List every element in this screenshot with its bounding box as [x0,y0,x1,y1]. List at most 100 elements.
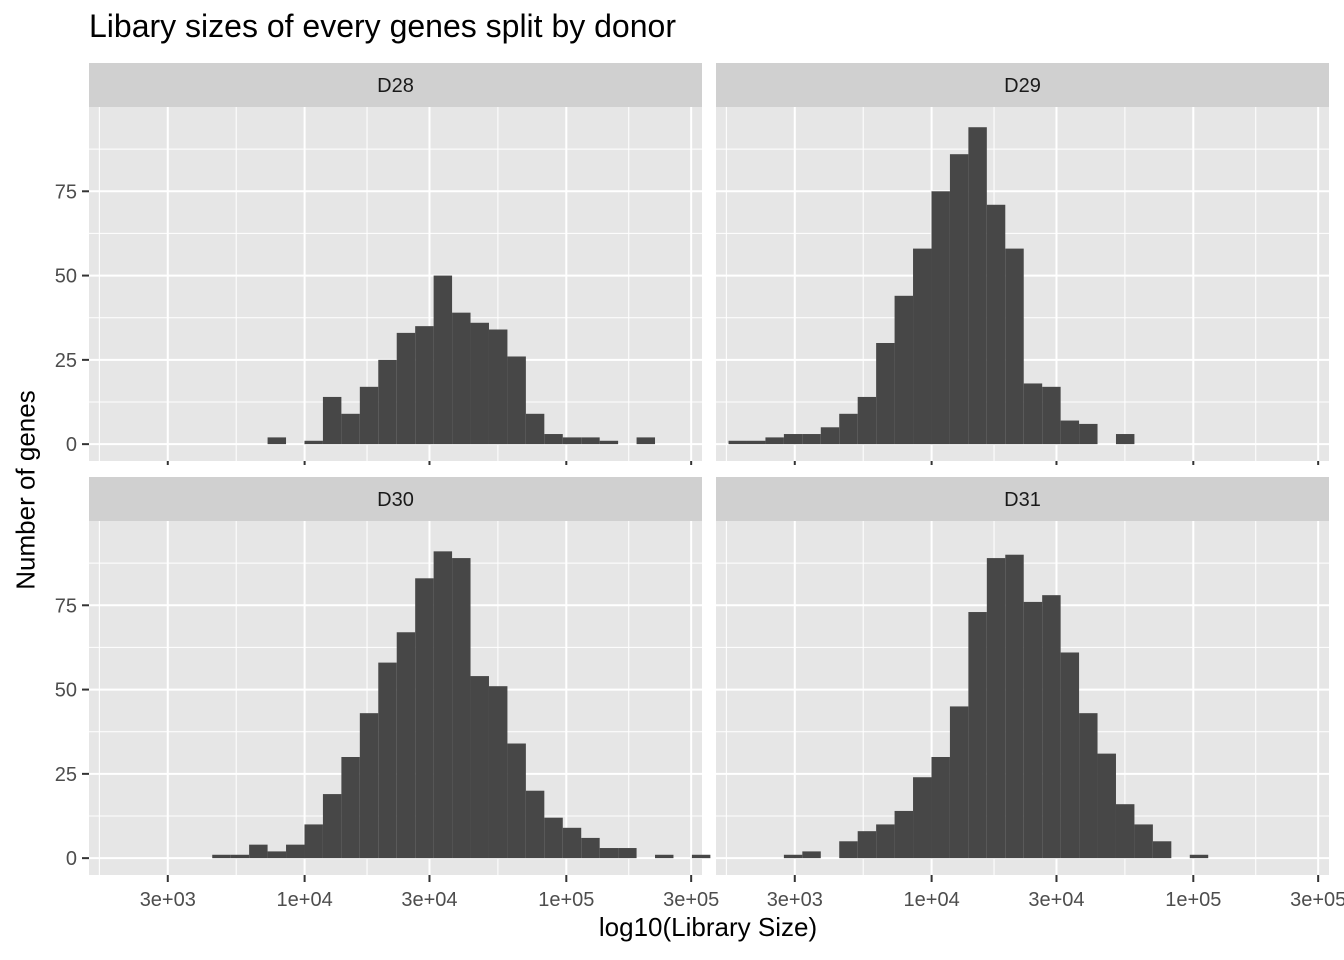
histogram-bar [581,837,600,859]
x-tick-label: 1e+05 [538,889,594,911]
histogram-bar [986,558,1006,859]
y-tick-label: 75 [55,181,77,203]
x-tick-label: 3e+04 [401,889,457,911]
histogram-bar [949,154,969,445]
histogram-bar [1023,383,1043,445]
histogram-bar [857,831,877,859]
histogram-bar [581,437,600,445]
x-tick-label: 1e+04 [904,889,960,911]
histogram-bar [433,275,453,445]
histogram-bar [1060,420,1080,445]
histogram-bar [857,396,877,445]
histogram-bar [452,312,471,445]
x-tick-label: 1e+04 [277,889,333,911]
histogram-bar [783,854,803,859]
x-tick-label: 3e+05 [1290,889,1344,911]
histogram-bar [1134,824,1153,859]
histogram-bar [562,437,582,445]
histogram-bar [341,413,360,445]
facet-strip-label: D29 [1004,75,1041,97]
histogram-bar [525,790,545,859]
histogram-bar [452,558,471,859]
histogram-bar [415,326,434,445]
y-axis-label: Number of genes [10,390,41,590]
histogram-bar [618,848,637,859]
y-tick-label: 50 [55,266,77,288]
histogram-bar [876,343,895,445]
histogram-bar [396,632,416,859]
facet-strip-label: D28 [377,75,414,97]
histogram-bar [470,676,489,859]
histogram-bar [1023,601,1043,859]
histogram-bar [931,191,950,445]
histogram-bar [359,713,379,859]
histogram-bar [802,434,821,445]
x-tick-label: 3e+04 [1028,889,1084,911]
histogram-bar [249,844,268,859]
histogram-bar [691,854,711,859]
facet-strip [716,477,1329,521]
histogram-bar [839,841,858,859]
facet-strip-label: D30 [377,489,414,511]
histogram-bar [1115,434,1135,445]
histogram-bar [802,851,821,859]
histogram-bar [525,413,545,445]
histogram-bar [820,427,840,445]
histogram-bar [304,440,323,445]
histogram-bar [655,854,674,859]
histogram-bar [1042,595,1061,859]
histogram-bar [378,662,397,859]
facet-strip [89,63,702,107]
histogram-bar [267,437,287,445]
histogram-bar [949,706,969,859]
histogram-bar [322,794,342,859]
histogram-bar [304,824,323,859]
histogram-bar [599,848,619,859]
histogram-bar [913,777,932,859]
y-tick-label: 0 [66,848,77,870]
chart-title: Libary sizes of every genes split by don… [89,8,676,44]
histogram-bar [636,437,656,445]
x-tick-label: 1e+05 [1165,889,1221,911]
histogram-bar [986,204,1006,445]
histogram-bar [913,248,932,445]
histogram-bar [378,359,397,445]
histogram-bar [783,434,803,445]
facet-strip [89,477,702,521]
histogram-bar [359,386,379,445]
histogram-bar [562,827,582,859]
y-tick-label: 0 [66,434,77,456]
y-tick-label: 25 [55,764,77,786]
histogram-bar [286,844,305,859]
x-axis-label: log10(Library Size) [598,912,818,942]
histogram-bar [507,356,526,445]
y-tick-label: 25 [55,350,77,372]
histogram-bar [341,757,360,859]
facet-strip [716,63,1329,107]
histogram-bar [488,329,508,445]
histogram-bar [470,322,489,445]
histogram-bar [1189,854,1209,859]
facet-strip-label: D31 [1004,489,1041,511]
histogram-bar [599,440,619,445]
histogram-bar [1079,713,1098,859]
histogram-bar [1005,248,1024,445]
histogram-bar [212,854,231,859]
histogram-bar [746,440,766,445]
histogram-bar [1060,652,1080,859]
histogram-bar [230,854,250,859]
histogram-bar [728,440,747,445]
x-tick-label: 3e+03 [140,889,196,911]
histogram-bar [894,295,914,445]
histogram-bar [433,551,453,859]
histogram-bar [839,413,858,445]
histogram-bar [1097,753,1116,859]
histogram-bar [931,757,950,859]
histogram-bar [322,396,342,445]
y-tick-label: 75 [55,595,77,617]
histogram-bar [1042,386,1061,445]
histogram-bar [267,851,287,859]
histogram-bar [1005,554,1024,859]
histogram-bar [1115,804,1135,859]
